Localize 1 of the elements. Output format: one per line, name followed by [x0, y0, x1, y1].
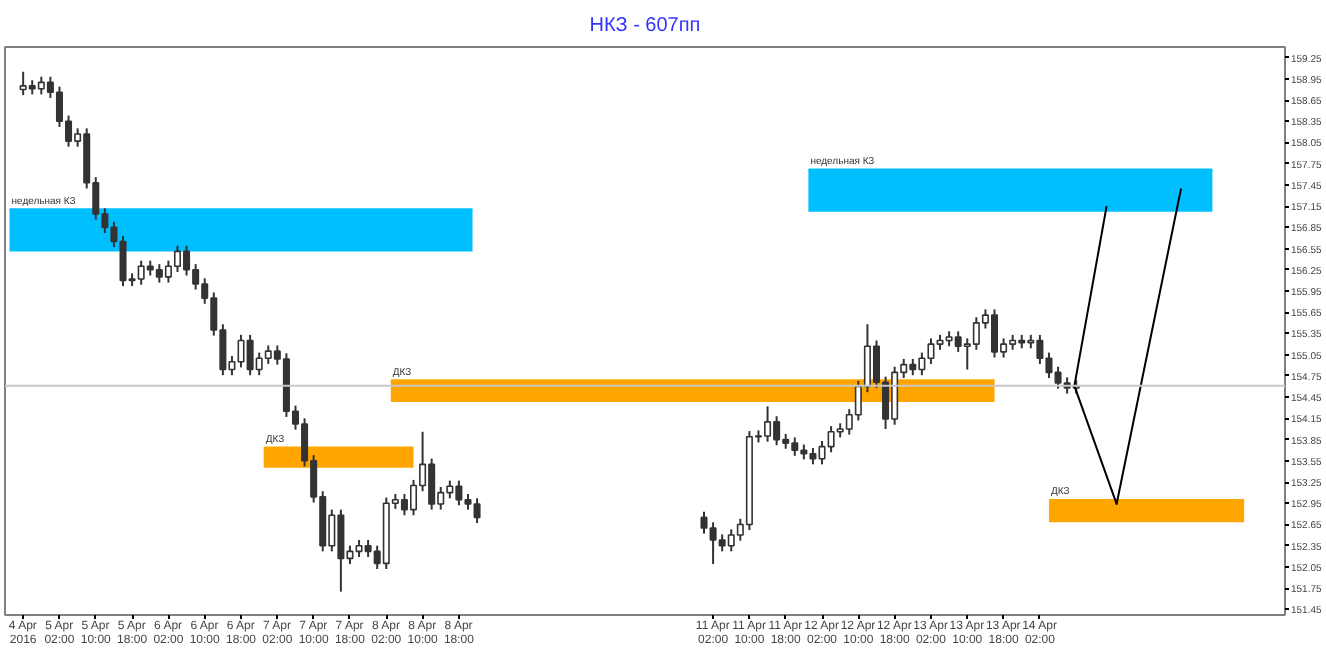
chart-title: НКЗ - 607пп	[589, 15, 701, 37]
